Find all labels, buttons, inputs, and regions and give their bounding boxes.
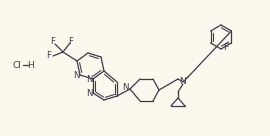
- Text: Cl: Cl: [13, 61, 21, 69]
- Text: N: N: [86, 75, 92, 84]
- Text: F: F: [224, 42, 229, 52]
- Text: F: F: [50, 38, 55, 47]
- Text: H: H: [28, 61, 34, 69]
- Text: F: F: [69, 36, 73, 46]
- Text: F: F: [46, 52, 52, 61]
- Text: N: N: [86, 89, 92, 98]
- Text: N: N: [180, 78, 186, 86]
- Text: N: N: [73, 70, 79, 80]
- Text: N: N: [122, 84, 128, 92]
